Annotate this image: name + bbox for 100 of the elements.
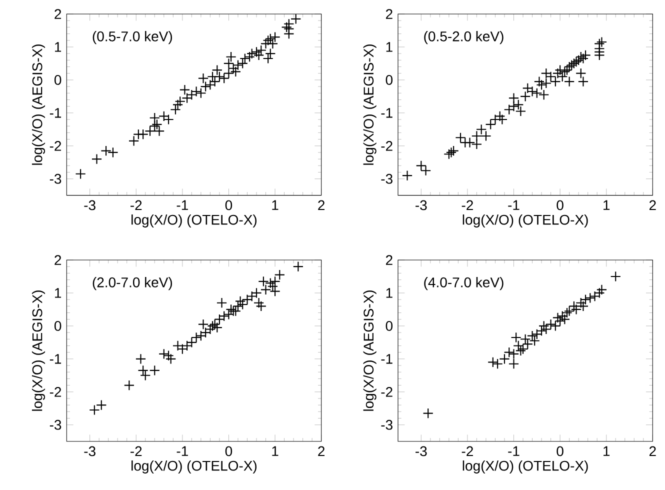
x-tick-label: 2 [318,200,324,210]
point [564,306,575,316]
x-tick-label: 0 [225,200,232,210]
point [580,50,591,61]
point [270,32,280,42]
point [576,298,586,308]
point [508,358,520,370]
point [89,404,100,416]
y-tick-label: 1 [55,288,62,298]
y-tick-label: -2 [50,387,62,397]
point [240,53,250,64]
point [256,300,266,312]
point [265,278,276,288]
point [135,354,146,364]
point [448,145,459,156]
x-tick-label: -1 [508,446,520,456]
point [538,89,550,100]
x-tick-label: -3 [84,446,96,456]
point [471,138,482,150]
y-tick-label: 0 [386,320,393,331]
point [174,96,186,107]
point [190,332,202,343]
point [578,300,589,312]
point [237,58,248,69]
point [534,76,545,87]
point [207,320,218,332]
point [444,148,454,160]
point [559,66,570,78]
point [258,276,269,287]
y-tick-label: 2 [386,9,392,19]
y-tick-label: -1 [50,354,62,364]
x-tick-label: 1 [604,200,610,210]
point [552,312,564,324]
x-tick-label: 1 [272,200,278,210]
point [232,60,244,70]
x-tick-label: -3 [416,446,427,456]
point [91,154,102,164]
annotation: (2.0-7.0 keV) [92,277,172,290]
point [265,48,276,59]
point [251,288,262,298]
point [144,126,156,136]
point [538,320,550,332]
y-tick-label: 2 [386,255,392,265]
point [510,332,522,343]
point [149,112,160,124]
x-tick-label: 2 [318,446,324,456]
point [402,170,413,181]
point [100,145,112,156]
y-tick-label: -1 [381,354,392,364]
x-tick-label: -1 [176,200,188,210]
x-axis-title: log(X/O) (OTELO-X) [132,460,257,474]
point [568,58,580,69]
point [212,322,222,333]
x-tick-label: -1 [508,200,520,210]
point [200,327,211,338]
point [214,314,225,325]
point [559,314,570,325]
point [212,64,222,76]
point [464,137,476,148]
y-tick-label: 0 [54,74,62,85]
y-tick-label: 0 [54,320,62,331]
point [596,284,608,296]
annotation: (0.5-7.0 keV) [92,31,172,44]
point [230,66,242,78]
x-axis-title: log(X/O) (OTELO-X) [132,214,257,228]
point [557,310,568,322]
point [508,348,520,360]
point [244,52,255,62]
point [594,288,605,298]
point [504,104,514,115]
x-tick-label: 1 [272,446,278,456]
point [234,296,246,307]
point [494,110,506,122]
y-tick-label: 1 [386,42,392,52]
point [163,350,174,361]
point [170,104,181,115]
point [260,284,272,296]
point [138,129,148,140]
point [446,147,457,158]
point [545,318,556,330]
y-axis-title: log(X/O) (AEGIS-X) [363,290,376,411]
point [226,52,236,62]
point [223,309,234,320]
x-tick-label: -2 [462,446,473,456]
point [232,300,244,312]
point [228,306,239,316]
y-tick-label: 1 [386,288,392,298]
point [242,294,253,305]
point [196,88,206,98]
point [256,44,266,56]
point [274,270,285,280]
point [284,23,294,34]
x-tick-label: -3 [416,200,427,210]
point [196,330,206,342]
point [281,22,292,33]
point [576,52,586,62]
y-tick-label: 2 [54,255,62,265]
point [237,299,248,310]
y-tick-label: -2 [381,387,392,397]
x-axis-title: log(X/O) (OTELO-X) [462,214,588,228]
